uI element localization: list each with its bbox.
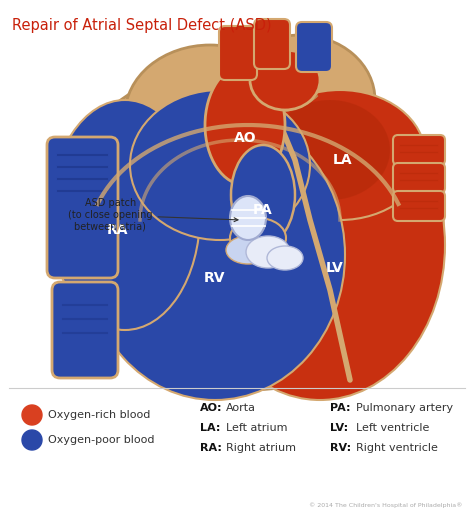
Text: Oxygen-rich blood: Oxygen-rich blood (48, 410, 150, 420)
Text: Pulmonary artery: Pulmonary artery (356, 403, 453, 413)
Text: LA: LA (333, 153, 353, 167)
Text: AO:: AO: (200, 403, 222, 413)
Text: Oxygen-poor blood: Oxygen-poor blood (48, 435, 155, 445)
Text: PA: PA (253, 203, 273, 217)
Text: AO: AO (234, 131, 256, 145)
Ellipse shape (267, 246, 303, 270)
FancyBboxPatch shape (219, 26, 257, 80)
Circle shape (22, 430, 42, 450)
Ellipse shape (225, 35, 375, 165)
Ellipse shape (270, 100, 390, 200)
Text: © 2014 The Children's Hospital of Philadelphia®: © 2014 The Children's Hospital of Philad… (309, 502, 462, 508)
Ellipse shape (246, 236, 290, 268)
Ellipse shape (250, 50, 320, 110)
Text: RA:: RA: (200, 443, 222, 453)
FancyBboxPatch shape (47, 137, 118, 278)
Ellipse shape (125, 45, 295, 185)
Ellipse shape (226, 236, 270, 264)
Text: LA:: LA: (200, 423, 220, 433)
Text: PA:: PA: (330, 403, 350, 413)
Ellipse shape (50, 100, 200, 330)
FancyBboxPatch shape (296, 22, 332, 72)
Ellipse shape (53, 60, 443, 390)
Ellipse shape (230, 218, 286, 258)
Text: RV:: RV: (330, 443, 351, 453)
FancyBboxPatch shape (393, 135, 445, 165)
Text: LV: LV (326, 261, 344, 275)
Ellipse shape (195, 90, 445, 400)
Ellipse shape (205, 65, 285, 185)
Text: Right ventricle: Right ventricle (356, 443, 438, 453)
FancyBboxPatch shape (393, 191, 445, 221)
Text: RV: RV (204, 271, 226, 285)
Text: ASD patch
(to close opening
between atria): ASD patch (to close opening between atri… (68, 198, 238, 232)
Text: LV:: LV: (330, 423, 348, 433)
Ellipse shape (85, 110, 345, 400)
Ellipse shape (231, 145, 295, 245)
Ellipse shape (130, 90, 310, 240)
Text: Repair of Atrial Septal Defect (ASD): Repair of Atrial Septal Defect (ASD) (12, 18, 272, 33)
Text: Right atrium: Right atrium (226, 443, 296, 453)
FancyBboxPatch shape (393, 163, 445, 193)
Ellipse shape (255, 90, 425, 220)
Text: Left atrium: Left atrium (226, 423, 288, 433)
Text: Left ventricle: Left ventricle (356, 423, 429, 433)
Text: Aorta: Aorta (226, 403, 256, 413)
Ellipse shape (230, 196, 266, 240)
Circle shape (22, 405, 42, 425)
FancyBboxPatch shape (254, 19, 290, 69)
Text: RA: RA (107, 223, 129, 237)
FancyBboxPatch shape (52, 282, 118, 378)
